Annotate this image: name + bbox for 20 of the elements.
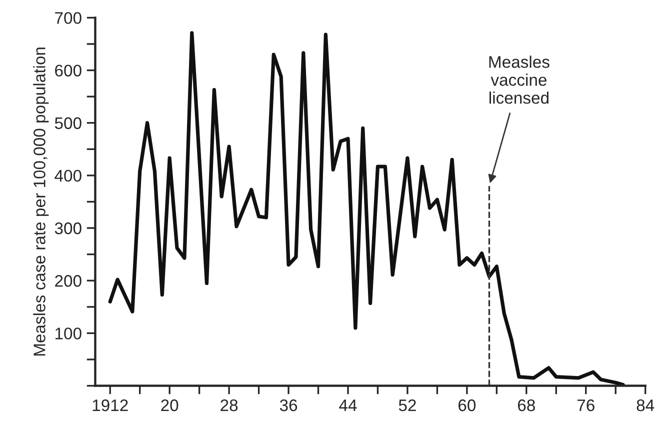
annotation: Measles vaccine licensed	[489, 56, 550, 104]
y-tick-label: 400	[54, 170, 82, 182]
x-tick-label: 60	[458, 399, 476, 412]
y-tick-label: 700	[55, 12, 82, 24]
x-tick-label: 1912	[92, 399, 128, 412]
line-series	[108, 31, 625, 386]
x-tick-label: 44	[339, 400, 357, 412]
x-tick-label: 36	[280, 399, 298, 412]
x-tick-label: 20	[161, 399, 178, 412]
x-tick-label: 68	[518, 399, 535, 412]
x-tick-label: 76	[577, 399, 594, 412]
y-tick-label: 300	[54, 222, 82, 234]
y-tick-label: 500	[54, 117, 82, 130]
y-tick-label: 100	[56, 328, 82, 340]
x-tick-label: 28	[220, 399, 238, 412]
y-axis-title: Measles case rate per 100,000 population	[33, 48, 49, 356]
x-tick-label: 52	[398, 399, 416, 412]
y-tick-label: 600	[55, 64, 82, 76]
y-tick-label: 200	[55, 275, 82, 287]
x-tick-label: 84	[636, 399, 654, 412]
